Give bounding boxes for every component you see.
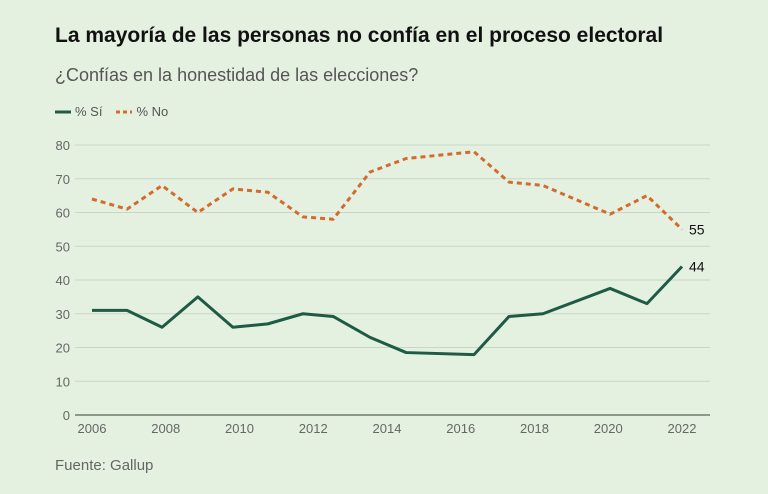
x-tick-label: 2012 xyxy=(299,421,328,436)
y-tick-label: 0 xyxy=(63,408,70,423)
y-tick-label: 10 xyxy=(56,374,70,389)
x-tick-label: 2020 xyxy=(594,421,623,436)
series-line-si xyxy=(92,265,684,357)
x-tick-label: 2006 xyxy=(78,421,107,436)
legend-label-no: % No xyxy=(136,104,169,119)
end-label-si: 44 xyxy=(689,259,705,275)
y-tick-label: 40 xyxy=(56,273,70,288)
y-tick-label: 30 xyxy=(56,307,70,322)
y-tick-label: 80 xyxy=(56,138,70,153)
legend-swatch-no xyxy=(116,110,133,113)
y-tick-label: 60 xyxy=(56,206,70,221)
series-line-no xyxy=(91,150,684,231)
x-tick-label: 2022 xyxy=(668,421,697,436)
y-tick-label: 50 xyxy=(56,239,70,254)
source-note: Fuente: Gallup xyxy=(55,457,154,474)
x-tick-label: 2016 xyxy=(446,421,475,436)
y-tick-label: 20 xyxy=(56,341,70,356)
chart-title: La mayoría de las personas no confía en … xyxy=(55,24,664,47)
legend-item-si: % Sí xyxy=(55,104,102,119)
end-label-no: 55 xyxy=(689,221,705,237)
legend-swatch-si xyxy=(55,110,71,113)
y-tick-label: 70 xyxy=(56,172,70,187)
legend: % Sí % No xyxy=(55,104,168,119)
legend-item-no: % No xyxy=(116,104,168,119)
x-tick-label: 2014 xyxy=(373,421,402,436)
chart-subtitle: ¿Confías en la honestidad de las eleccio… xyxy=(55,65,419,85)
x-tick-label: 2010 xyxy=(225,421,254,436)
x-tick-label: 2008 xyxy=(151,421,180,436)
legend-label-si: % Sí xyxy=(75,104,103,119)
x-tick-label: 2018 xyxy=(520,421,549,436)
